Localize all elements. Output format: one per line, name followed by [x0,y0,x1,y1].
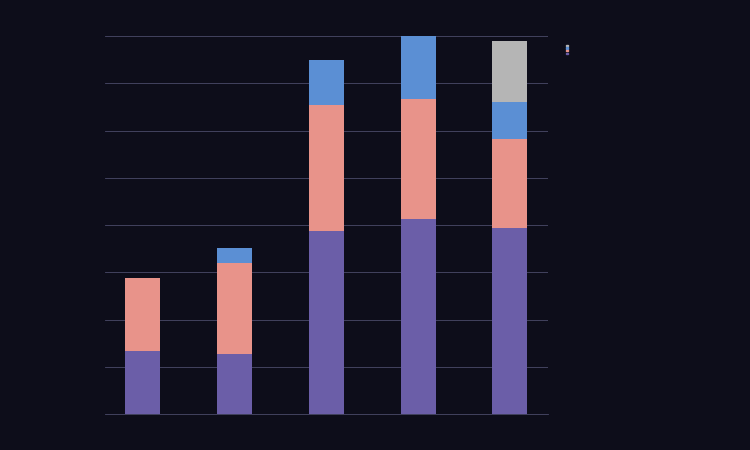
Bar [217,248,252,263]
Bar [309,105,344,231]
Bar [400,28,436,99]
Bar [493,228,527,414]
Bar [400,99,436,219]
Bar [125,351,160,414]
Bar [493,140,527,228]
Bar [309,60,344,105]
Bar [217,354,252,414]
Bar [217,263,252,354]
Legend: , , , : , , , [566,44,568,54]
Bar [125,278,160,351]
Bar [493,102,527,140]
Bar [309,231,344,414]
Bar [400,219,436,414]
Bar [493,41,527,102]
